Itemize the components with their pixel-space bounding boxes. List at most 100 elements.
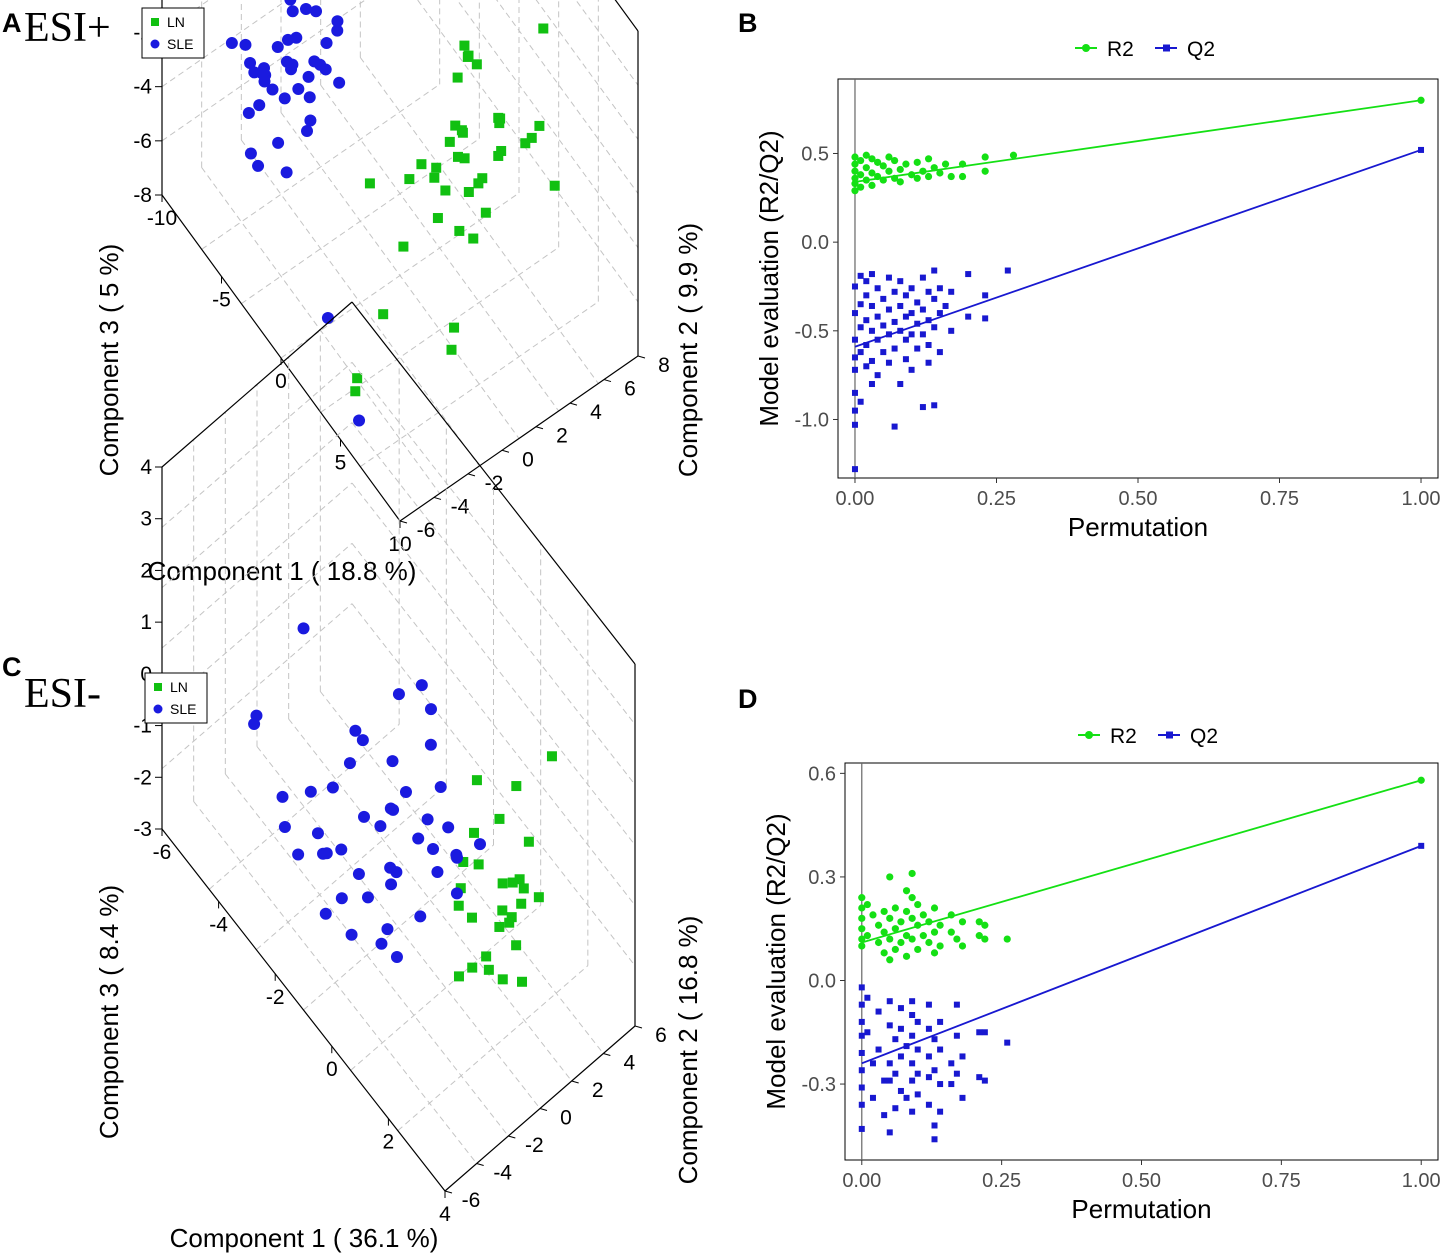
ln-point <box>471 59 482 70</box>
r2-point <box>863 900 871 909</box>
q2-point <box>976 1029 983 1036</box>
q2-point <box>897 1087 904 1094</box>
ln-point <box>473 859 484 870</box>
q2-point <box>858 1001 865 1008</box>
y-tick-label: 6 <box>655 1024 667 1047</box>
y-tick-label: 0.3 <box>808 867 836 889</box>
q2-point <box>885 306 892 313</box>
r2-point <box>886 873 894 881</box>
ln-point <box>440 185 451 196</box>
q2-point <box>858 1084 865 1091</box>
sle-point <box>326 781 339 794</box>
q2-point <box>886 1022 893 1029</box>
r2-point <box>886 935 894 943</box>
q2-point <box>931 402 938 409</box>
sle-point <box>399 785 412 798</box>
ln-point <box>455 883 466 894</box>
q2-point <box>897 302 904 309</box>
legend-box <box>144 672 208 724</box>
q2-point <box>858 984 865 991</box>
q2-point <box>891 423 898 430</box>
y-axis-title: Model evaluation (R2/Q2) <box>761 813 791 1109</box>
x-tick-label: 1.00 <box>1402 1170 1441 1192</box>
sle-point <box>412 832 425 845</box>
grid-line <box>496 0 639 194</box>
r2-point <box>896 178 904 186</box>
q2-point <box>897 1005 904 1012</box>
r2-point <box>868 169 876 177</box>
q2-point <box>925 342 932 348</box>
legend-r2-marker <box>1082 44 1090 52</box>
ln-point <box>493 112 504 123</box>
ln-point <box>459 40 470 51</box>
sle-point <box>386 755 399 768</box>
box-edge <box>351 301 636 665</box>
q2-point <box>897 278 904 285</box>
sle-point <box>320 847 333 860</box>
q2-point <box>1418 146 1425 153</box>
y-tick <box>603 379 612 383</box>
q2-point <box>881 1077 888 1084</box>
r2-point <box>897 938 905 947</box>
y-tick <box>444 1190 453 1194</box>
grid-line <box>161 361 353 528</box>
q2-point <box>909 1108 916 1115</box>
z-tick-label: -8 <box>133 184 152 207</box>
q2-point <box>857 301 864 308</box>
q2-point <box>863 363 870 370</box>
grid-line <box>161 482 353 649</box>
q2-point <box>953 1070 960 1077</box>
r2-point <box>858 914 866 922</box>
y-tick-label: 2 <box>592 1079 604 1102</box>
y-tick-label: -6 <box>462 1189 481 1212</box>
q2-point <box>919 274 926 281</box>
x-tick-label: 0.75 <box>1262 1170 1301 1192</box>
grid-line <box>201 83 440 250</box>
y-tick-label: 0.6 <box>808 763 836 785</box>
y-tick <box>476 1163 484 1166</box>
q2-point <box>863 278 870 285</box>
ln-point <box>452 72 463 83</box>
sle-point <box>331 15 344 28</box>
r2-point <box>891 156 899 165</box>
ln-point <box>446 344 457 355</box>
y-tick-label: 0.0 <box>801 232 829 254</box>
q2-point <box>902 313 909 320</box>
grid-line <box>456 0 639 248</box>
ln-point <box>526 132 537 143</box>
q2-point <box>868 327 875 334</box>
q2-point <box>908 310 915 317</box>
r2-point <box>907 171 916 179</box>
ln-point <box>520 138 531 149</box>
q2-point <box>914 1070 921 1077</box>
q2-point <box>925 1101 932 1108</box>
ln-point <box>504 917 515 928</box>
mode-label-esi-negative: ESI- <box>24 671 101 717</box>
r2-point <box>908 894 916 902</box>
r2-point <box>947 911 955 919</box>
r2-point <box>858 894 866 902</box>
q2-point <box>874 285 881 292</box>
r2-point <box>891 174 899 182</box>
ln-point <box>444 136 455 147</box>
sle-point <box>442 821 455 834</box>
q2-point <box>851 354 858 361</box>
regression-line-q2 <box>861 845 1422 1065</box>
q2-point <box>925 317 932 324</box>
q2-point <box>851 421 858 428</box>
sle-point <box>450 887 463 900</box>
sle-point <box>281 33 294 46</box>
sle-point <box>319 907 332 920</box>
sle-point <box>390 951 403 964</box>
r2-point <box>1009 151 1018 159</box>
q2-point <box>885 331 892 338</box>
q2-point <box>880 295 887 302</box>
q2-point <box>858 1125 865 1132</box>
y-tick <box>634 1025 643 1029</box>
x-tick-label: 2 <box>383 1131 395 1154</box>
legend-r2-label: R2 <box>1107 38 1134 61</box>
sle-point <box>335 892 348 905</box>
sle-point <box>272 136 285 149</box>
y-axis-title: Model evaluation (R2/Q2) <box>754 130 784 426</box>
legend-ln-marker <box>154 683 162 691</box>
